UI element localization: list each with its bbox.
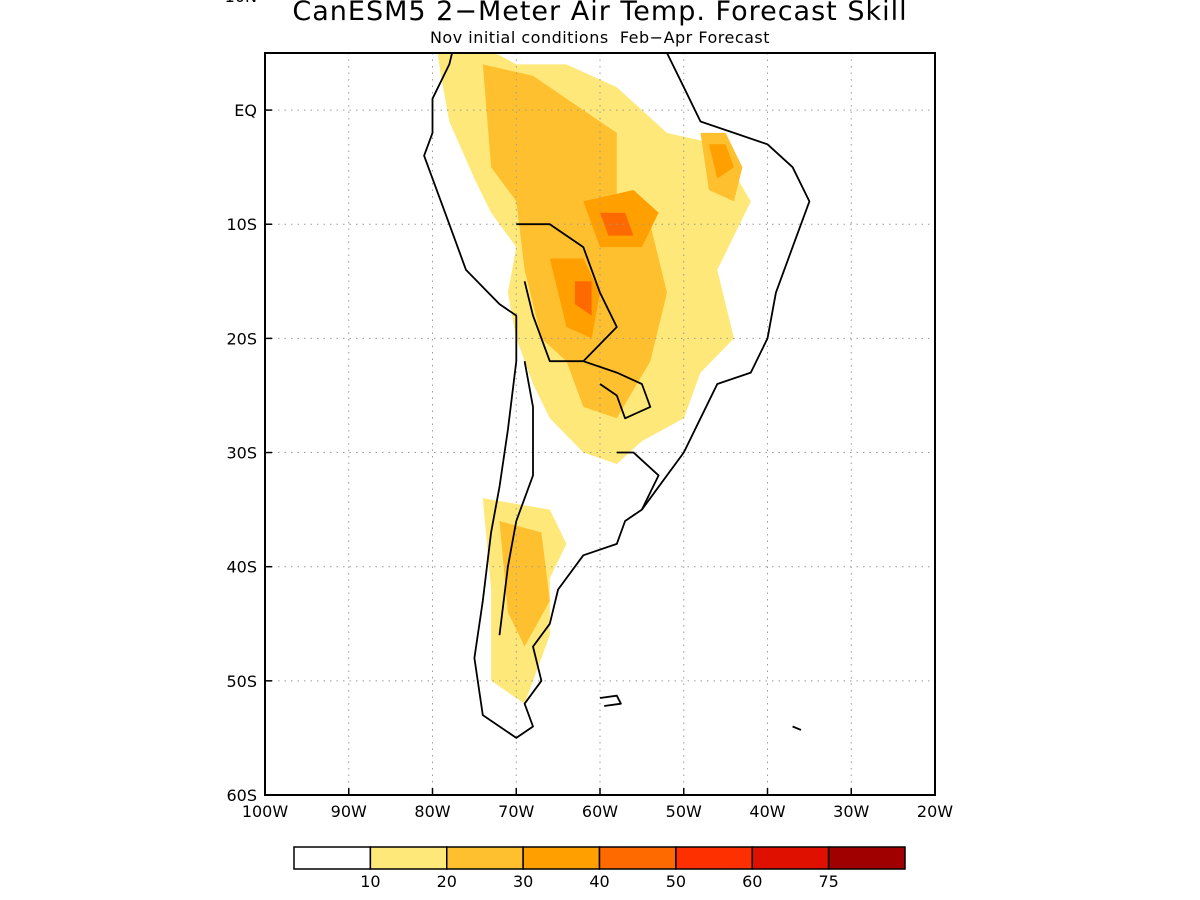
coastline-3	[583, 360, 652, 420]
colorbar-label: 10	[360, 872, 380, 891]
x-tick-label: 90W	[331, 802, 367, 821]
x-tick-label: 20W	[917, 802, 953, 821]
y-tick-label: 10S	[226, 215, 257, 234]
colorbar-label: 20	[437, 872, 457, 891]
colorbar: 10 20 30 40 50 60 75	[293, 846, 906, 891]
x-tick-label: 80W	[414, 802, 450, 821]
y-tick-label: 40S	[226, 558, 257, 577]
x-tick-label: 50W	[666, 802, 702, 821]
coastline-0	[423, 53, 811, 739]
skill-region-4	[499, 521, 550, 647]
colorbar-label: 40	[589, 872, 609, 891]
y-tick-label: 20S	[226, 329, 257, 348]
map-subtitle: Nov initial conditions Feb−Apr Forecast	[429, 28, 771, 47]
colorbar-swatch	[675, 846, 753, 870]
x-tick-label: 70W	[498, 802, 534, 821]
colorbar-label: 60	[742, 872, 762, 891]
coastlines	[423, 53, 811, 739]
coastline-2	[498, 361, 534, 636]
skill-region-8	[708, 144, 734, 179]
y-tick-label: 10N	[225, 0, 257, 6]
colorbar-swatch	[827, 846, 906, 870]
x-tick-label: 100W	[242, 802, 289, 821]
x-tick-label: 40W	[749, 802, 785, 821]
coastline-4	[616, 451, 660, 510]
skill-region-10	[574, 281, 592, 316]
x-tick-label: 30W	[833, 802, 869, 821]
colorbar-swatch	[446, 846, 524, 870]
x-tick-label: 60W	[582, 802, 618, 821]
y-tick-label: 50S	[226, 672, 257, 691]
y-tick-label: 60S	[226, 786, 257, 805]
colorbar-label: 75	[818, 872, 838, 891]
colorbar-swatch	[522, 846, 601, 870]
colorbar-label: 50	[666, 872, 686, 891]
colorbar-label: 30	[513, 872, 533, 891]
graticule	[265, 53, 935, 795]
colorbar-swatch	[751, 846, 830, 870]
y-tick-label: 30S	[226, 444, 257, 463]
coastline-1	[516, 223, 618, 363]
axis-ticks: 100W 90W 80W 70W 60W 50W 40W 30W 20W 10N EQ 10S 20S 3…	[225, 0, 954, 821]
skill-region-2	[441, 0, 500, 42]
map-title: CanESM5 2−Meter Air Temp. Forecast Skill	[292, 0, 908, 27]
colorbar-swatch	[369, 846, 448, 870]
y-tick-label: EQ	[234, 101, 257, 120]
coastline-6	[792, 725, 802, 731]
colorbar-swatch	[293, 846, 372, 870]
coastline-5	[599, 694, 622, 707]
colorbar-swatch	[598, 846, 677, 870]
